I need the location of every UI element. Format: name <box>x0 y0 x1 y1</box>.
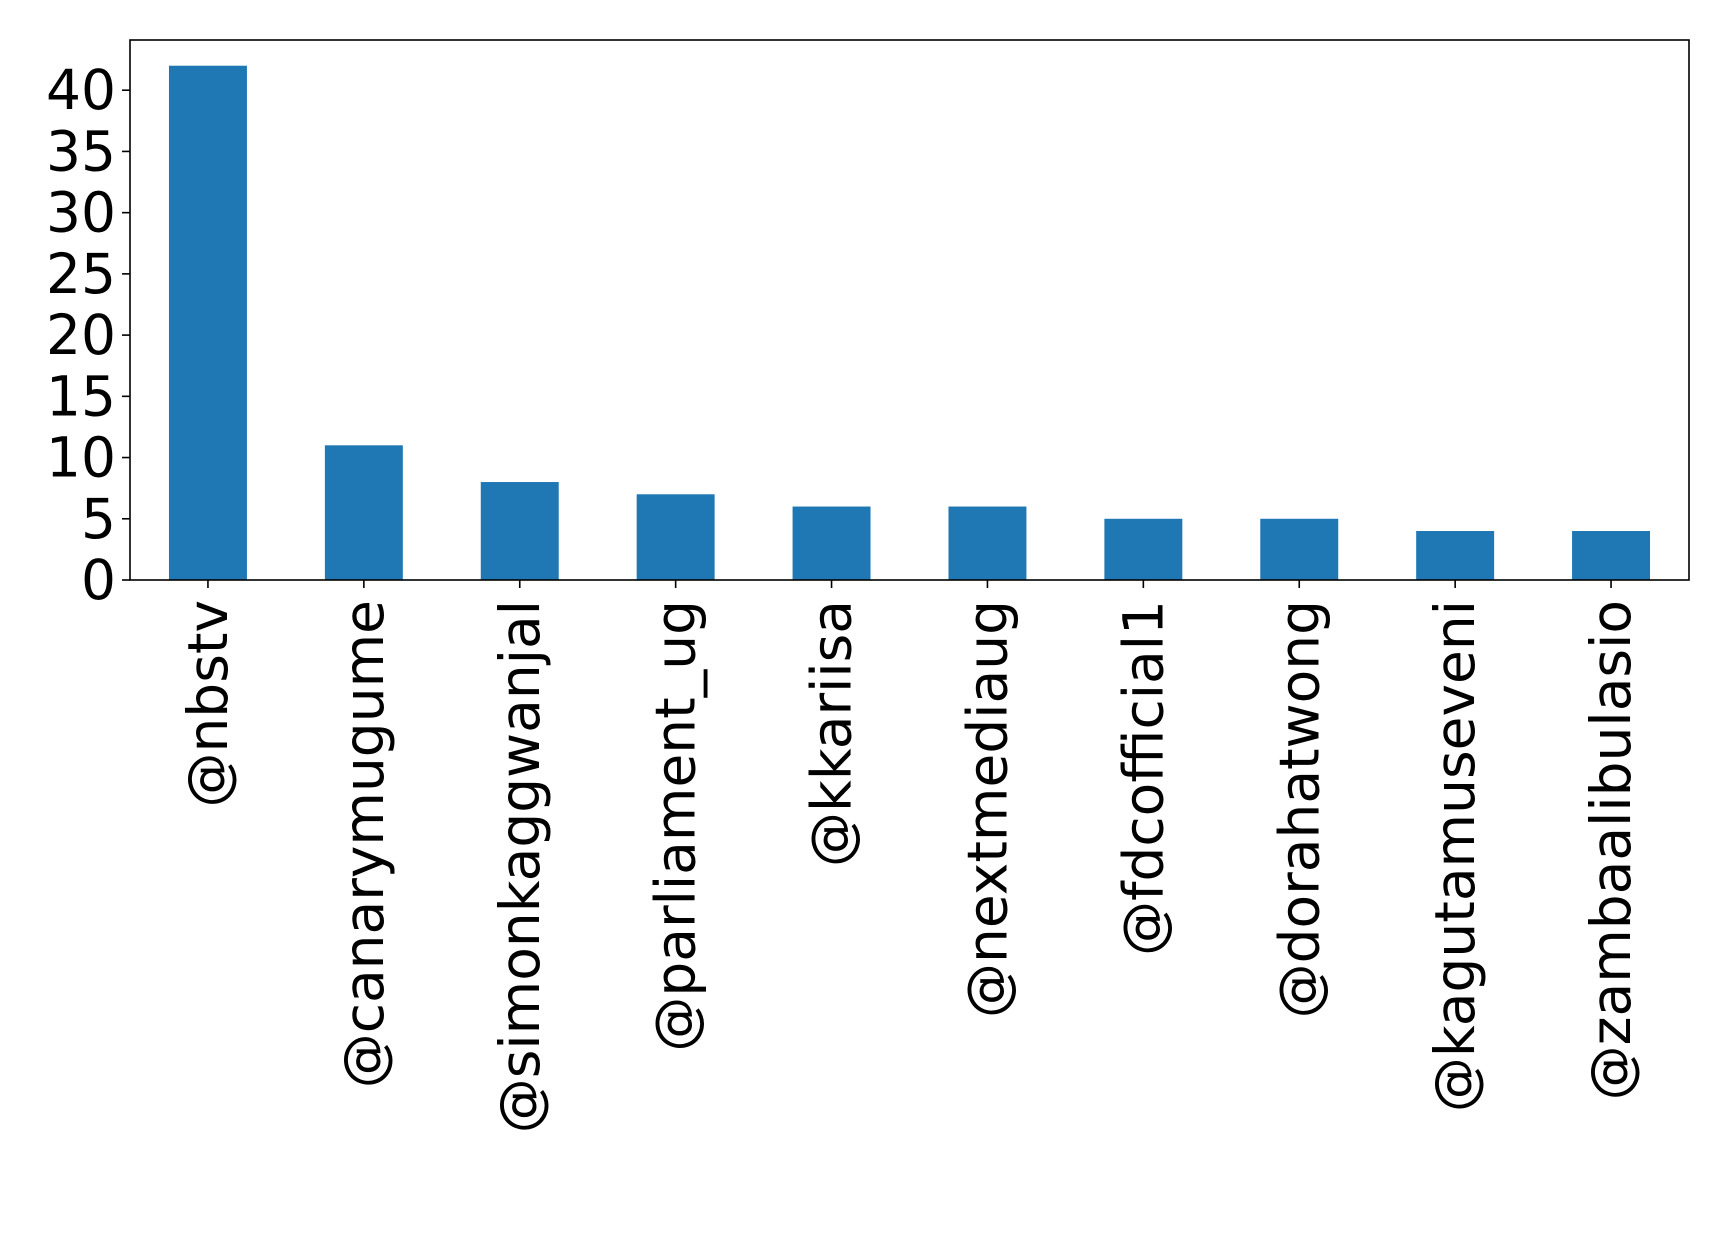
bar-fdcofficial1 <box>1104 518 1183 580</box>
bar-dorahatwong <box>1260 518 1339 580</box>
x-axis: @nbstv @canarymugume @simonkaggwanjal @parl… <box>176 580 1643 1133</box>
y-tick-label: 10 <box>46 426 116 490</box>
x-tick-label: @dorahatwong <box>1267 600 1331 1018</box>
bar-parliament_ug <box>636 494 715 580</box>
x-tick-label: @parliament_ug <box>644 600 708 1052</box>
y-tick-label: 40 <box>46 58 116 122</box>
bar-zambaalibulasio <box>1572 531 1651 580</box>
bar-nbstv <box>168 65 247 580</box>
bar-kkariisa <box>792 506 871 580</box>
y-tick-label: 5 <box>81 487 116 551</box>
bar-kagutamuseveni <box>1416 531 1495 580</box>
x-tick-label: @fdcofficial1 <box>1111 600 1175 956</box>
y-tick-label: 30 <box>46 181 116 245</box>
bar-canarymugume <box>324 445 403 580</box>
y-tick-label: 25 <box>46 242 116 306</box>
x-tick-label: @kkariisa <box>800 600 864 867</box>
y-tick-label: 0 <box>81 548 116 612</box>
bars-group <box>168 65 1651 580</box>
y-tick-label: 20 <box>46 303 116 367</box>
x-tick-label: @zambaalibulasio <box>1579 600 1643 1100</box>
y-tick-label: 15 <box>46 364 116 428</box>
x-tick-label: @canarymugume <box>332 600 396 1088</box>
x-tick-label: @simonkaggwanjal <box>488 600 552 1133</box>
x-tick-label: @nextmediaug <box>955 600 1019 1018</box>
y-tick-label: 35 <box>46 119 116 183</box>
bar-simonkaggwanjal <box>480 482 559 580</box>
plot-frame <box>129 39 1690 581</box>
x-tick-label: @kagutamuseveni <box>1423 600 1487 1112</box>
x-tick-label: @nbstv <box>176 600 240 808</box>
bar-nextmediaug <box>948 506 1027 580</box>
